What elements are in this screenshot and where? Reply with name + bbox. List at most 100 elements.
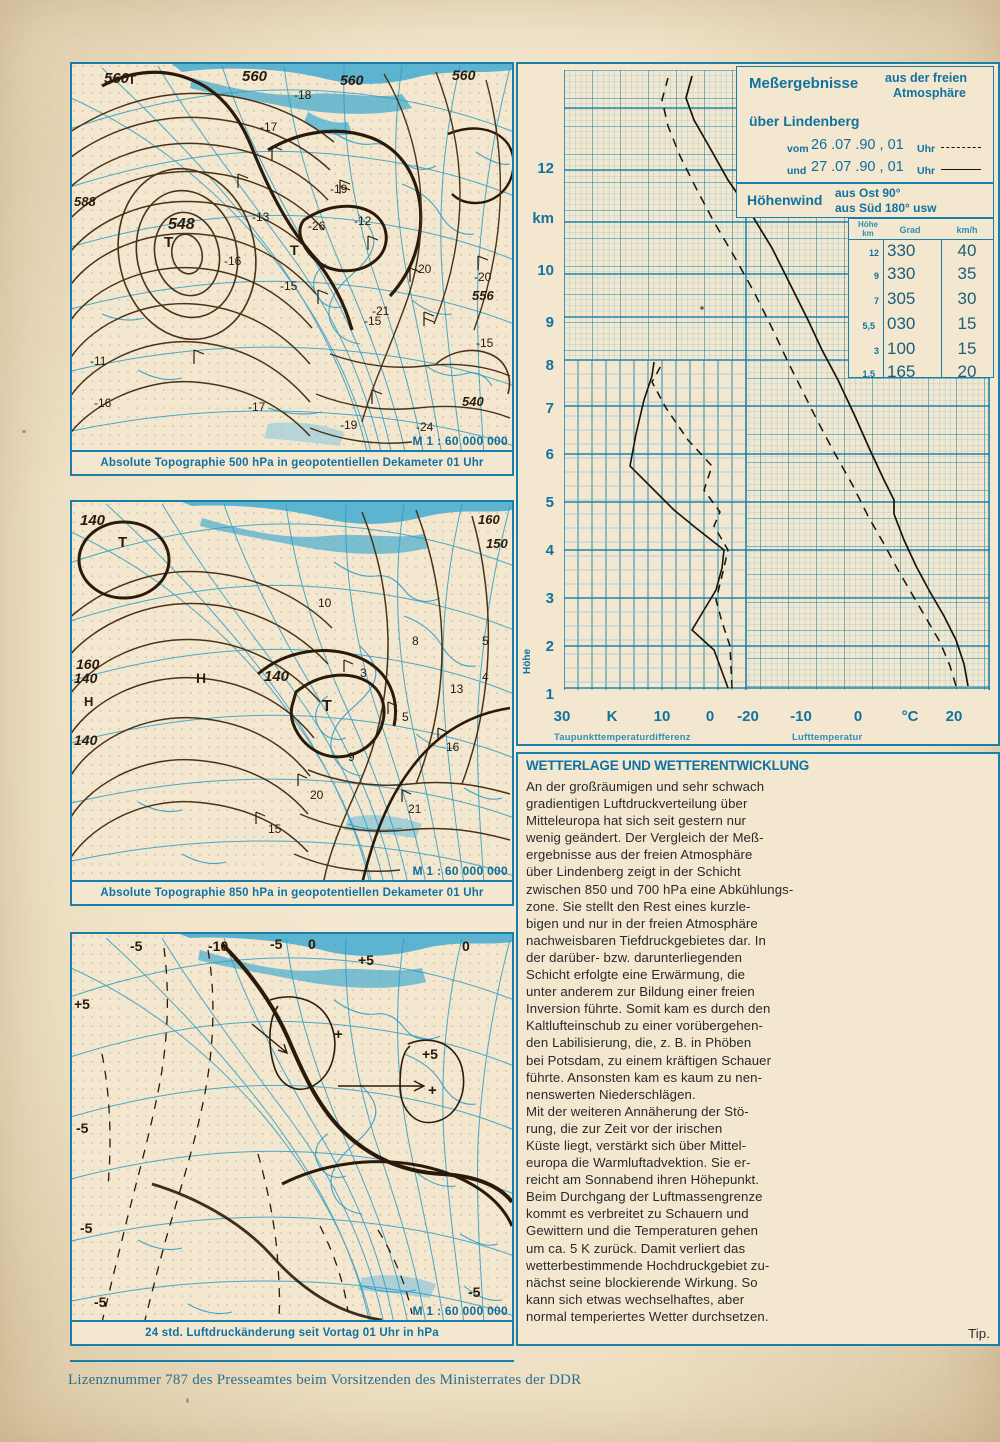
contour-label: 540 <box>462 394 484 409</box>
map-500hpa[interactable]: 560 560 560 560 548 588 556 540 T T T -1… <box>70 62 514 476</box>
article-line: gradientigen Luftdruckverteilung über <box>526 796 748 812</box>
sounding-wind-table: Höhe km Grad km/h 12 330 40 9 330 35 7 3… <box>848 218 994 381</box>
article-line: zwischen 850 und 700 hPa eine Abkühlungs… <box>526 881 794 897</box>
station-value: -19 <box>330 182 348 196</box>
x-tick-tm20: -20 <box>737 708 759 725</box>
legend-row1-dashed-sample <box>941 147 981 148</box>
legend-station-name: über Lindenberg <box>749 113 860 129</box>
y-tick-7: 7 <box>545 400 554 417</box>
article-line: An der großräumigen und sehr schwach <box>526 779 765 794</box>
article-line: Beim Durchgang der Luftmassengrenze <box>526 1189 763 1205</box>
map-scale-pressure-change: M 1 : 60 000 000 <box>412 1304 508 1318</box>
article-body: An der großräumigen und sehr schwach grad… <box>526 778 990 1341</box>
wind-row-direction: 030 <box>887 314 916 333</box>
x-tick-k0: 0 <box>705 708 715 725</box>
article-line: nächst seine blockierende Wirkung. So <box>526 1274 758 1290</box>
pressure-center-high: H <box>196 670 208 686</box>
station-value: 21 <box>408 802 422 816</box>
article-line: Mitteleuropa hat sich seit gestern nur <box>526 813 747 829</box>
contour-label: 150 <box>486 536 508 551</box>
station-value: 16 <box>446 740 460 754</box>
article-line: reicht am Sonnabend ihren Höhepunkt. <box>526 1172 760 1188</box>
legend-title-freeatm-l2: Atmosphäre <box>893 86 966 100</box>
station-value: -18 <box>294 88 312 102</box>
article-line: Küste liegt, verstärkt sich über Mittel- <box>526 1137 747 1153</box>
article-line: Kaltlufteinschub zu einer vorübergehen- <box>526 1018 764 1034</box>
wind-table-divider-2 <box>941 239 942 377</box>
article-line: über Lindenberg zeigt in der Schicht <box>526 864 741 880</box>
isallobar-label: -5 <box>130 938 143 954</box>
map-scale-850hpa: M 1 : 60 000 000 <box>412 864 508 878</box>
isallobar-label: +5 <box>358 952 374 968</box>
article-line: wetterbestimmende Hochdruckgebiet zu- <box>526 1257 770 1273</box>
station-value: -15 <box>476 336 494 350</box>
legend-row2-solid-sample <box>941 169 981 170</box>
y-tick-4: 4 <box>545 542 554 559</box>
station-value: -15 <box>364 314 382 328</box>
pressure-rise-center: + <box>334 1026 343 1043</box>
wind-row-height: 3 <box>873 346 879 356</box>
weather-article[interactable]: WETTERLAGE UND WETTERENTWICKLUNG An der … <box>516 752 1000 1346</box>
pressure-center-low: T <box>290 242 300 258</box>
x-tick-k-unit: K <box>606 708 618 725</box>
wind-row-direction: 330 <box>887 241 916 260</box>
contour-label: 556 <box>472 288 494 303</box>
article-line: zone. Sie stellt den Rest eines kurzle- <box>526 898 751 914</box>
y-tick-3: 3 <box>545 590 554 607</box>
y-tick-6: 6 <box>545 446 554 463</box>
sounding-diagram[interactable]: 12 km 10 9 8 7 6 5 4 3 2 1 Höhe 30 K 10 … <box>516 62 1000 746</box>
station-value: 5 <box>402 710 409 724</box>
map-pressure-change[interactable]: -5 -10 -5 0 +5 +5 0 -5 -5 -5 +5 -5 -5 + … <box>70 932 514 1346</box>
station-value: 13 <box>450 682 464 696</box>
article-line: der darüber- bzw. darunterliegenden <box>526 949 743 965</box>
map-500hpa-canvas: 560 560 560 560 548 588 556 540 T T T -1… <box>72 64 512 452</box>
wind-row-height: 12 <box>868 248 879 258</box>
map-500hpa-graphic <box>72 64 512 452</box>
map-caption-500hpa: Absolute Topographie 500 hPa in geopoten… <box>72 450 512 474</box>
article-line: kommt es verbreitet zu Schauern und <box>526 1206 749 1222</box>
map-caption-850hpa: Absolute Topographie 850 hPa in geopoten… <box>72 880 512 904</box>
map-pressure-change-canvas: -5 -10 -5 0 +5 +5 0 -5 -5 -5 +5 -5 -5 + … <box>72 934 512 1322</box>
isallobar-label: -5 <box>468 1284 481 1300</box>
wind-table-header-height-l1: Höhe <box>858 220 878 229</box>
map-850hpa[interactable]: 140 140 140 140 160 160 150 T T H H 3 5 … <box>70 500 514 906</box>
y-axis-unit-km: km <box>532 210 554 227</box>
article-line: rung, die zur Zeit vor der irischen <box>526 1120 723 1136</box>
contour-label: 560 <box>340 72 364 88</box>
article-line: europa die Warmluftadvektion. Sie er- <box>526 1155 751 1171</box>
legend-wind-note-east: aus Ost 90° <box>835 186 901 200</box>
wind-row-direction: 165 <box>887 362 916 381</box>
station-value: 10 <box>318 596 332 610</box>
wind-row-speed: 35 <box>957 264 977 283</box>
legend-row1-unit: Uhr <box>917 143 936 155</box>
wind-row-direction: 100 <box>887 339 916 358</box>
contour-label: 160 <box>478 512 500 527</box>
paper-speck <box>22 430 26 433</box>
y-axis-title: Höhe <box>522 649 533 674</box>
legend-row2-date: 27 .07 .90 , 01 <box>811 159 904 175</box>
wind-row-height: 5,5 <box>862 321 875 331</box>
legend-row1-date: 26 .07 .90 , 01 <box>811 137 904 153</box>
wind-table-header-height-l2: km <box>862 229 874 238</box>
article-signature: Tip. <box>968 1326 990 1341</box>
contour-label: 140 <box>74 670 98 686</box>
map-850hpa-graphic <box>72 502 512 882</box>
isallobar-label: 0 <box>308 936 316 952</box>
legend-row1-prefix: vom <box>787 143 809 155</box>
isallobar-label: -5 <box>270 936 283 952</box>
footer-rule <box>70 1360 514 1362</box>
legend-title-measurements: Meßergebnisse <box>749 75 859 92</box>
wind-row-height: 1,5 <box>862 369 875 379</box>
y-tick-9: 9 <box>545 314 554 331</box>
wind-row-height: 7 <box>873 296 879 306</box>
x-axis-label-dewpoint-spread: Taupunkttemperaturdifferenz <box>554 732 691 743</box>
legend-wind-title: Höhenwind <box>747 192 823 208</box>
article-line: Schicht erfolgte eine Erwärmung, die <box>526 967 746 983</box>
wind-row-speed: 30 <box>957 289 977 308</box>
article-line: ergebnisse aus der freien Atmosphäre <box>526 847 753 863</box>
y-tick-10: 10 <box>537 262 554 279</box>
pressure-center-low: T <box>118 534 129 551</box>
contour-label: 548 <box>168 216 195 233</box>
station-value: -15 <box>280 279 298 293</box>
wind-table-body: Höhe km Grad km/h 12 330 40 9 330 35 7 3… <box>849 219 993 381</box>
